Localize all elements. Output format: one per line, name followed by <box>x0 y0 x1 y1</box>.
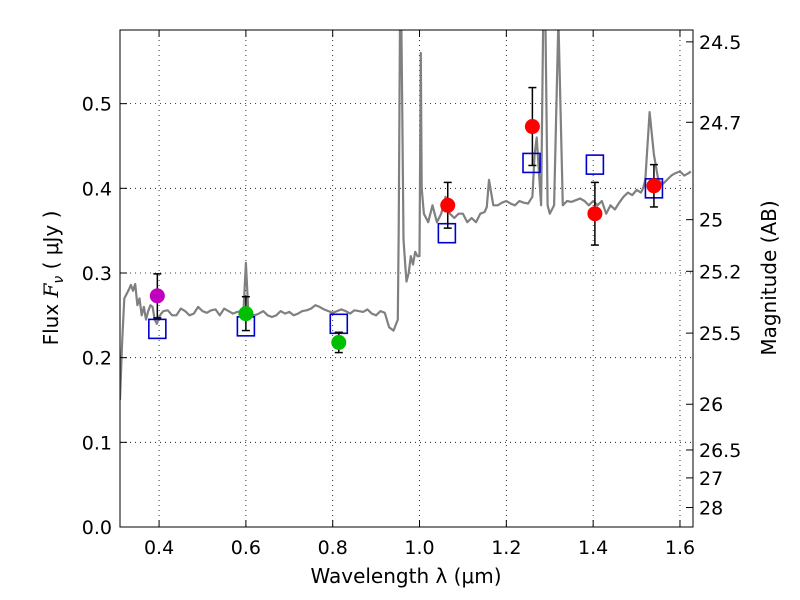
x-tick-label: 1.6 <box>665 537 695 559</box>
y2-tick-label: 24.7 <box>699 112 741 134</box>
x-axis-label: Wavelength λ (μm) <box>310 564 501 588</box>
model-photometry-square <box>522 152 541 174</box>
x-tick-label: 0.6 <box>231 537 261 559</box>
y-axis-label: Flux Fν ( μJy ) <box>39 211 67 346</box>
observed-point <box>646 178 662 194</box>
model-photometry-square <box>585 154 605 175</box>
observed-point <box>238 306 254 322</box>
x-tick-label: 1.2 <box>491 537 521 559</box>
observed-point <box>587 206 603 222</box>
x-tick-label: 1.0 <box>404 537 434 559</box>
plot-frame <box>119 29 694 528</box>
x-tick-label: 0.8 <box>318 537 348 559</box>
y-axis-label-prefix: Flux <box>39 297 63 345</box>
model-photometry-square <box>437 222 457 244</box>
y-tick-label: 0.0 <box>82 517 112 539</box>
model-photometry-square <box>148 318 167 340</box>
y2-axis-label: Magnitude (AB) <box>757 200 781 355</box>
observed-point <box>149 288 165 304</box>
observed-point <box>440 197 456 213</box>
ticks: 0.4 0.6 0.8 1.0 1.2 1.4 1.6 0.0 0.1 0.2 0.3 0.4 0.5 2… <box>82 30 741 559</box>
y-tick-label: 0.3 <box>82 263 112 285</box>
y2-tick-label: 26 <box>699 394 723 416</box>
y2-tick-label: 25.2 <box>699 261 741 283</box>
y2-tick-label: 25.5 <box>699 323 741 345</box>
observed-point <box>331 334 347 350</box>
y2-tick-label: 27 <box>699 468 723 490</box>
plot-area <box>120 30 692 401</box>
y2-tick-label: 25 <box>699 210 723 232</box>
y2-tick-label: 26.5 <box>699 440 741 462</box>
y-axis-label-subscript: ν <box>51 276 67 284</box>
model-spectrum-line <box>120 30 692 401</box>
y-tick-label: 0.2 <box>82 348 112 370</box>
data-marks <box>148 86 664 354</box>
x-tick-label: 1.4 <box>578 537 608 559</box>
observed-point <box>524 119 540 135</box>
y-tick-label: 0.1 <box>82 432 112 454</box>
x-tick-label: 0.4 <box>144 537 174 559</box>
y-tick-label: 0.4 <box>82 178 112 200</box>
y-tick-label: 0.5 <box>82 94 112 116</box>
y-axis-label-symbol: F <box>39 282 63 298</box>
y-axis-label-suffix: ( μJy ) <box>39 211 63 276</box>
y2-tick-label: 28 <box>699 498 723 520</box>
y2-tick-label: 24.5 <box>699 32 741 54</box>
